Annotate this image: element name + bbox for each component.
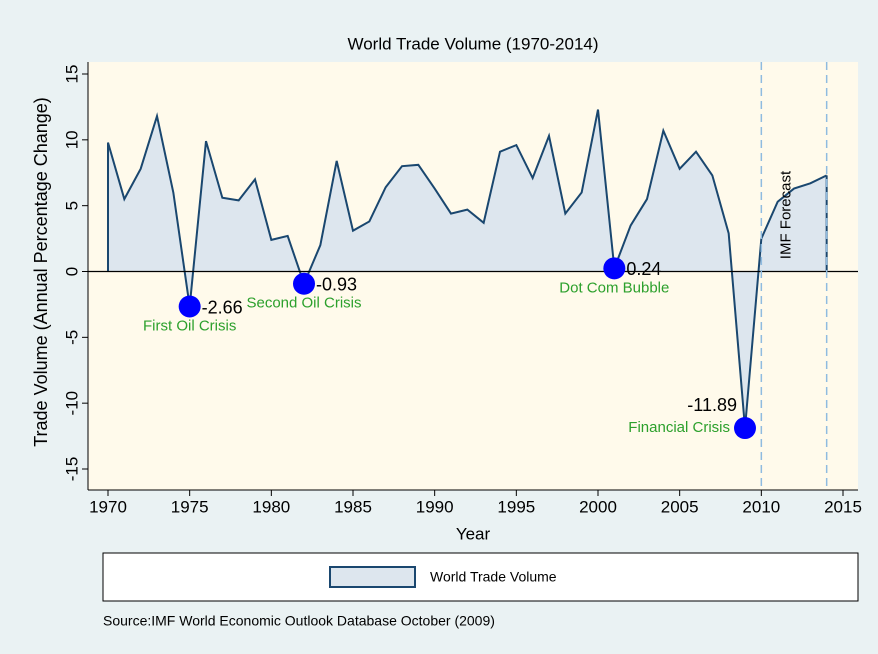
x-tick-label: 2005 [661, 497, 699, 516]
legend [102, 552, 859, 602]
y-tick-label: -10 [62, 391, 81, 416]
x-tick-label: 2010 [742, 497, 780, 516]
y-tick-label: -5 [62, 330, 81, 345]
y-tick-label: 0 [62, 267, 81, 276]
x-axis-title: Year [456, 524, 491, 543]
event-marker [293, 272, 315, 295]
area-fill [108, 109, 827, 429]
y-tick-label: -15 [62, 457, 81, 482]
x-tick-label: 2015 [824, 497, 862, 516]
chart-title: World Trade Volume (1970-2014) [347, 34, 598, 53]
event-label: Dot Com Bubble [559, 279, 669, 296]
x-tick-label: 1985 [334, 497, 372, 516]
x-tick-label: 1995 [497, 497, 535, 516]
event-label: Second Oil Crisis [246, 295, 361, 312]
y-tick-label: 15 [62, 65, 81, 84]
source-note: Source:IMF World Economic Outlook Databa… [103, 613, 495, 629]
event-label: First Oil Crisis [143, 317, 236, 334]
y-tick-label: 10 [62, 130, 81, 149]
x-tick-label: 1990 [416, 497, 454, 516]
value-label: -0.93 [316, 274, 357, 294]
event-marker [734, 417, 756, 440]
plot-area [88, 62, 858, 490]
value-label: -11.89 [687, 395, 737, 415]
x-tick-label: 2000 [579, 497, 617, 516]
x-tick-label: 1975 [171, 497, 209, 516]
value-label: -2.66 [202, 297, 243, 317]
x-tick-label: 1980 [252, 497, 290, 516]
legend-swatch [329, 566, 416, 588]
event-marker [178, 295, 201, 318]
y-tick-label: 5 [62, 201, 81, 210]
event-label: Financial Crisis [628, 419, 730, 436]
legend-label: World Trade Volume [430, 569, 557, 585]
event-marker [603, 257, 626, 280]
area-line [107, 109, 828, 429]
value-label: 0.24 [626, 259, 661, 279]
forecast-label: IMF Forecast [777, 170, 794, 259]
y-axis-title: Trade Volume (Annual Percentage Change) [31, 97, 51, 447]
x-tick-label: 1970 [89, 497, 127, 516]
